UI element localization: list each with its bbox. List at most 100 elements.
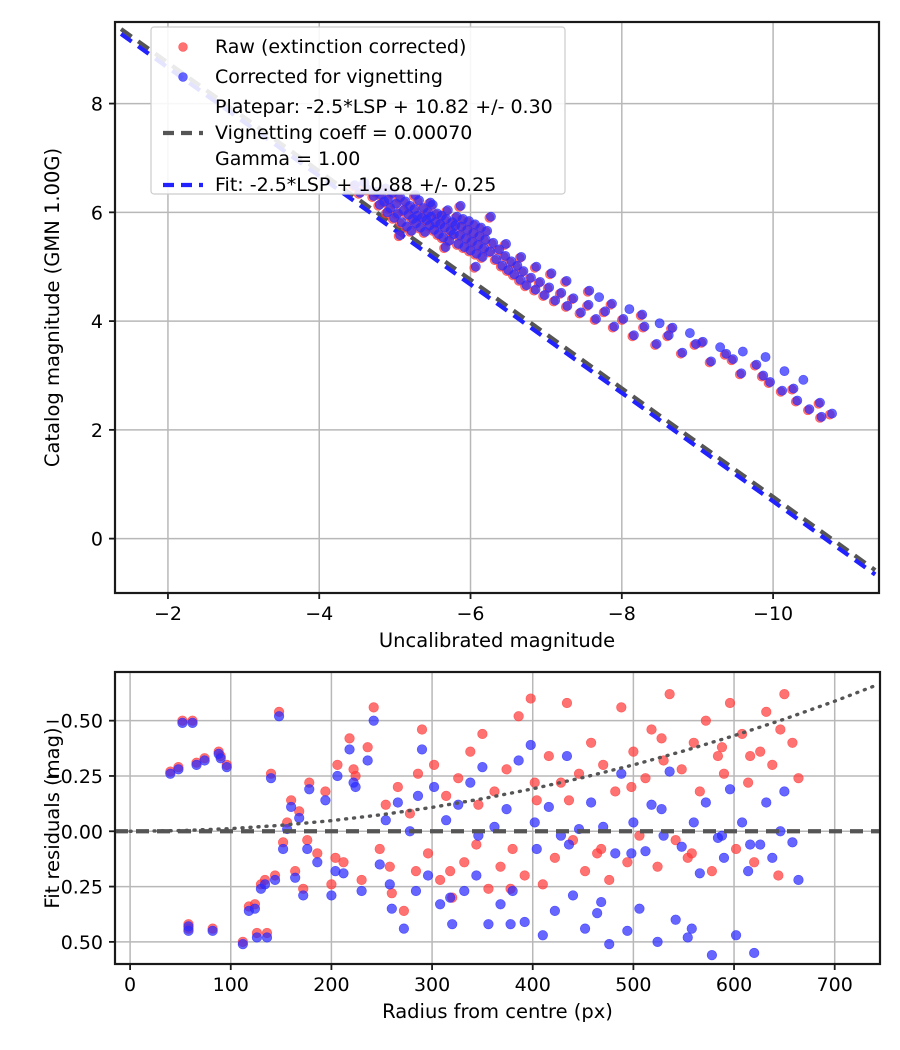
- data-point: [694, 868, 705, 879]
- data-point: [610, 848, 621, 859]
- svg-text:8: 8: [91, 94, 103, 116]
- data-point: [626, 781, 637, 793]
- data-point: [410, 885, 422, 897]
- data-point: [368, 715, 379, 726]
- data-point: [639, 321, 650, 332]
- vignetting-curve: [128, 684, 877, 833]
- data-point: [712, 750, 724, 762]
- data-point: [556, 287, 567, 298]
- svg-text:200: 200: [313, 974, 349, 996]
- data-point: [384, 879, 395, 890]
- data-point: [598, 759, 609, 771]
- data-point: [294, 812, 305, 824]
- data-point: [482, 225, 493, 236]
- data-point: [483, 919, 494, 930]
- y-axis-label: Catalog magnitude (GMN 1.00G): [41, 148, 64, 467]
- data-point: [596, 843, 607, 855]
- x-axis-label: Uncalibrated magnitude: [379, 629, 615, 652]
- data-point: [758, 370, 769, 381]
- data-point: [656, 733, 667, 744]
- data-point: [525, 739, 536, 751]
- legend-entry: Fit: -2.5*LSP + 10.88 +/- 0.25: [163, 174, 496, 196]
- data-point: [616, 768, 627, 779]
- data-point: [440, 242, 451, 253]
- axes-frame: [113, 670, 882, 966]
- legend-label: Vignetting coeff = 0.00070: [215, 122, 472, 144]
- data-point: [278, 843, 289, 855]
- data-point: [684, 328, 695, 338]
- svg-text:−10: −10: [753, 603, 793, 625]
- data-point: [447, 919, 458, 930]
- data-point: [656, 804, 667, 815]
- svg-text:−0.25: −0.25: [45, 766, 103, 788]
- data-point: [550, 295, 561, 306]
- data-point: [332, 770, 343, 782]
- data-point: [362, 755, 373, 766]
- legend-entry: Gamma = 1.00: [215, 148, 360, 170]
- data-point: [792, 395, 803, 406]
- svg-text:−4: −4: [305, 603, 333, 625]
- data-point: [380, 799, 391, 810]
- data-point: [344, 733, 355, 744]
- data-point: [259, 879, 271, 890]
- data-point: [563, 839, 575, 850]
- data-point: [706, 865, 718, 877]
- data-point: [537, 879, 548, 890]
- data-point: [549, 852, 560, 863]
- data-point: [584, 285, 595, 296]
- data-point: [579, 923, 591, 934]
- data-point: [745, 839, 756, 850]
- data-point: [604, 938, 615, 950]
- data-point: [767, 852, 778, 863]
- data-point: [730, 930, 742, 941]
- data-point: [273, 711, 285, 722]
- data-point: [628, 746, 639, 757]
- legend-entry: Vignetting coeff = 0.00070: [163, 122, 472, 144]
- svg-text:0.25: 0.25: [61, 877, 103, 899]
- data-point: [700, 797, 711, 808]
- data-point: [269, 874, 281, 886]
- data-point: [535, 277, 546, 287]
- data-point: [697, 336, 708, 347]
- data-point: [435, 874, 446, 886]
- data-point: [453, 799, 464, 810]
- data-point: [531, 795, 542, 806]
- data-point: [525, 693, 536, 704]
- svg-text:600: 600: [716, 974, 752, 996]
- data-point: [486, 211, 496, 222]
- data-point: [676, 841, 687, 852]
- data-point: [265, 773, 277, 784]
- legend-box: [150, 26, 566, 195]
- data-point: [561, 750, 573, 762]
- data-point: [646, 799, 657, 810]
- data-point: [716, 742, 728, 753]
- data-point: [749, 947, 760, 959]
- data-point: [628, 817, 639, 828]
- svg-text:0: 0: [91, 529, 103, 551]
- data-point: [755, 839, 766, 850]
- data-point: [706, 950, 718, 961]
- data-point: [459, 857, 470, 868]
- data-point: [221, 762, 232, 773]
- data-point: [567, 890, 579, 901]
- data-point: [718, 768, 730, 779]
- svg-text:−8: −8: [608, 603, 636, 625]
- data-point: [445, 865, 456, 877]
- data-point: [616, 702, 627, 713]
- data-point: [651, 339, 662, 349]
- data-point: [410, 865, 422, 877]
- data-point: [473, 799, 484, 810]
- data-point: [477, 762, 488, 773]
- data-point: [765, 377, 775, 387]
- data-point: [344, 744, 355, 755]
- data-point: [362, 742, 373, 753]
- data-point: [777, 385, 788, 396]
- legend: Raw (extinction corrected) Corrected for …: [150, 26, 566, 196]
- legend-label: Raw (extinction corrected): [215, 36, 466, 58]
- data-point: [491, 254, 502, 264]
- data-point: [815, 397, 825, 408]
- data-point: [775, 724, 786, 735]
- data-point: [249, 903, 261, 914]
- svg-text:0: 0: [124, 974, 136, 996]
- data-point: [676, 764, 687, 775]
